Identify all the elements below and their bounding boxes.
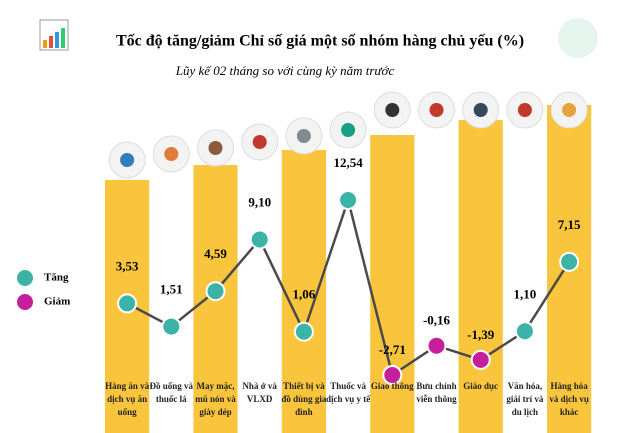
- point: [293, 321, 314, 342]
- x-tick-label: Thiết bị và đồ dùng gia đình: [281, 381, 327, 417]
- x-tick-label: Văn hóa, giải trí và du lịch: [506, 381, 544, 417]
- value-label: 4,59: [204, 246, 227, 261]
- point: [205, 281, 226, 302]
- value-label: 12,54: [333, 155, 363, 170]
- value-label: 3,53: [116, 258, 139, 273]
- legend-marker: [15, 268, 35, 288]
- title-icon: [39, 19, 69, 51]
- x-tick-label: Bưu chính viễn thông: [416, 381, 457, 404]
- value-label: -2,71: [379, 342, 406, 357]
- category-icon-dot: [341, 123, 356, 137]
- chart-subtitle: Lũy kế 02 tháng so với cùng kỳ năm trước: [175, 63, 395, 78]
- point: [470, 349, 491, 370]
- x-tick-label: Đồ uống và thuốc lá: [149, 381, 194, 404]
- category-icon-dot: [473, 103, 488, 117]
- value-label: 7,15: [558, 217, 581, 232]
- point: [249, 229, 270, 250]
- x-tick-label: Nhà ở và VLXD: [242, 381, 277, 404]
- x-tick-label: Hàng hóa và dịch vụ khác: [549, 381, 589, 417]
- value-label: 1,51: [160, 282, 183, 297]
- icon-bar: [43, 40, 47, 48]
- icon-bar: [61, 28, 65, 48]
- category-icon-dot: [120, 153, 135, 167]
- x-tick-label: Hàng ăn và dịch vụ ăn uống: [105, 381, 150, 417]
- legend-marker: [15, 292, 35, 312]
- legend-label: Giảm: [44, 296, 70, 308]
- point: [559, 251, 580, 272]
- point: [426, 335, 447, 356]
- x-tick-label: Thuốc và dịch vụ y tế: [325, 381, 371, 404]
- icon-bar: [49, 36, 53, 48]
- category-icon-dot: [562, 103, 577, 117]
- value-label: 1,06: [293, 287, 316, 302]
- category-icon-dot: [252, 135, 267, 149]
- point: [382, 365, 403, 385]
- category-icon-dot: [429, 103, 444, 117]
- category-icon-dot: [517, 103, 532, 117]
- column: [458, 120, 503, 433]
- category-icon-dot: [385, 103, 400, 117]
- title-icon: [558, 18, 598, 58]
- point: [117, 293, 138, 314]
- category-icon-dot: [208, 141, 223, 155]
- value-label: 9,10: [248, 194, 271, 209]
- category-icon-dot: [164, 147, 179, 161]
- point: [514, 321, 535, 342]
- value-label: -0,16: [423, 313, 451, 328]
- value-label: -1,39: [467, 327, 495, 342]
- x-tick-label: Giáo dục: [463, 381, 499, 391]
- plot: 3,53 1,51 4,59 9,10 1,06 12,54 -2,71 -0,16 -1,39…: [15, 155, 581, 385]
- legend-label: Tăng: [44, 272, 69, 284]
- columns: [105, 91, 592, 433]
- category-icon-dot: [296, 129, 311, 143]
- icon-bar: [55, 32, 59, 48]
- x-tick-label: Giao thông: [370, 381, 414, 391]
- point: [161, 316, 182, 337]
- point: [338, 190, 359, 210]
- value-label: 1,10: [514, 286, 537, 301]
- chart-title: Tốc độ tăng/giảm Chỉ số giá một số nhóm …: [116, 33, 524, 50]
- x-tick-label: May mặc, mũ nón và giày dép: [195, 381, 236, 417]
